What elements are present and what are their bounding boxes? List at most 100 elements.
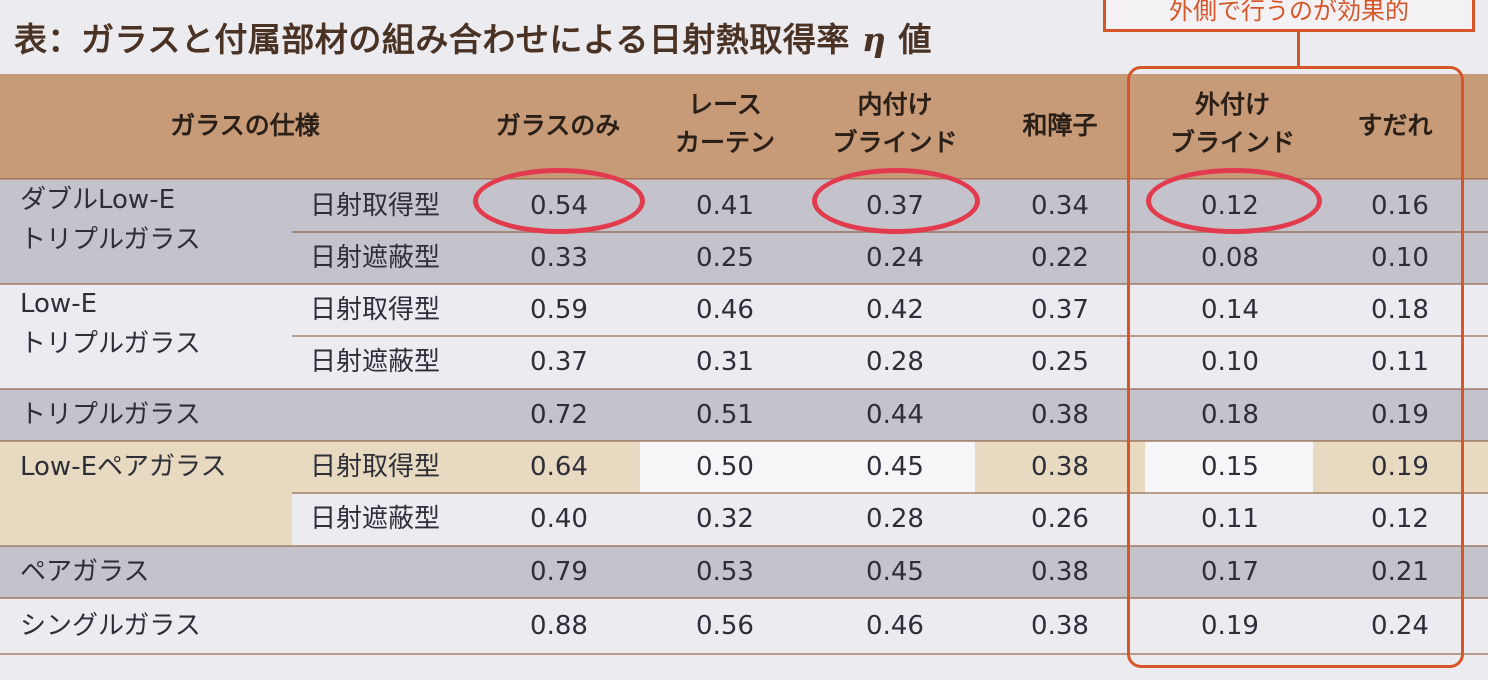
row-sublabel: 日射取得型 bbox=[310, 295, 441, 325]
value-cell: 0.56 bbox=[696, 611, 754, 641]
row-divider bbox=[292, 335, 1488, 337]
value-cell: 0.08 bbox=[1201, 243, 1259, 273]
value-cell: 0.24 bbox=[1371, 611, 1429, 641]
eta-symbol: η bbox=[861, 20, 887, 59]
row-label: シングルガラス bbox=[20, 611, 201, 641]
value-cell: 0.38 bbox=[1031, 611, 1089, 641]
white-highlight bbox=[1145, 441, 1313, 493]
callout-box: 外側で行うのが効果的 bbox=[1103, 0, 1475, 32]
value-cell: 0.59 bbox=[530, 295, 588, 325]
row-divider bbox=[0, 653, 1488, 655]
row-sublabel: 日射取得型 bbox=[310, 191, 441, 221]
value-cell: 0.72 bbox=[530, 400, 588, 430]
header-sudare: すだれ bbox=[1357, 111, 1433, 140]
value-cell: 0.38 bbox=[1031, 400, 1089, 430]
row-bg bbox=[0, 284, 1488, 336]
callout-connector bbox=[1297, 32, 1300, 66]
row-label: トリプルガラス bbox=[20, 225, 201, 255]
value-cell: 0.46 bbox=[696, 295, 754, 325]
header-shoji: 和障子 bbox=[1022, 111, 1098, 140]
value-cell: 0.31 bbox=[696, 347, 754, 377]
beige-highlight bbox=[975, 441, 1145, 493]
value-cell: 0.19 bbox=[1371, 400, 1429, 430]
header-lace-2: カーテン bbox=[674, 128, 775, 157]
row-sublabel: 日射遮蔽型 bbox=[310, 504, 441, 534]
value-cell: 0.54 bbox=[530, 191, 588, 221]
value-cell: 0.79 bbox=[530, 557, 588, 587]
white-highlight bbox=[640, 441, 975, 493]
value-cell: 0.51 bbox=[696, 400, 754, 430]
value-cell: 0.37 bbox=[1031, 295, 1089, 325]
value-cell: 0.18 bbox=[1371, 295, 1429, 325]
value-cell: 0.88 bbox=[530, 611, 588, 641]
table-title: 表：ガラスと付属部材の組み合わせによる日射熱取得率 η 値 bbox=[14, 14, 932, 66]
value-cell: 0.16 bbox=[1371, 191, 1429, 221]
beige-highlight bbox=[0, 441, 640, 493]
beige-highlight bbox=[1313, 441, 1488, 493]
table-header: ガラスの仕様 ガラスのみ レース カーテン 内付け ブラインド 和障子 外付け … bbox=[0, 74, 1488, 179]
callout-text: 外側で行うのが効果的 bbox=[1169, 0, 1409, 25]
value-cell: 0.10 bbox=[1201, 347, 1259, 377]
value-cell: 0.28 bbox=[866, 504, 924, 534]
value-cell: 0.21 bbox=[1371, 557, 1429, 587]
value-cell: 0.38 bbox=[1031, 452, 1089, 482]
row-label: ペアガラス bbox=[20, 557, 150, 587]
value-cell: 0.46 bbox=[866, 611, 924, 641]
value-cell: 0.34 bbox=[1031, 191, 1089, 221]
row-divider bbox=[0, 388, 1488, 390]
value-cell: 0.25 bbox=[696, 243, 754, 273]
value-cell: 0.64 bbox=[530, 452, 588, 482]
row-divider bbox=[0, 597, 1488, 599]
value-cell: 0.24 bbox=[866, 243, 924, 273]
row-label: トリプルガラス bbox=[20, 329, 201, 359]
value-cell: 0.40 bbox=[530, 504, 588, 534]
row-label: Low-Eペアガラス bbox=[20, 452, 227, 482]
value-cell: 0.25 bbox=[1031, 347, 1089, 377]
header-inner-blind-2: ブラインド bbox=[832, 128, 958, 157]
value-cell: 0.17 bbox=[1201, 557, 1259, 587]
value-cell: 0.33 bbox=[530, 243, 588, 273]
value-cell: 0.45 bbox=[866, 452, 924, 482]
value-cell: 0.37 bbox=[866, 191, 924, 221]
value-cell: 0.37 bbox=[530, 347, 588, 377]
value-cell: 0.14 bbox=[1201, 295, 1259, 325]
header-outer-blind-1: 外付け bbox=[1194, 90, 1270, 119]
value-cell: 0.32 bbox=[696, 504, 754, 534]
value-cell: 0.50 bbox=[696, 452, 754, 482]
header-spec: ガラスの仕様 bbox=[170, 111, 320, 140]
value-cell: 0.15 bbox=[1201, 452, 1259, 482]
row-divider bbox=[0, 545, 1488, 547]
value-cell: 0.41 bbox=[696, 191, 754, 221]
value-cell: 0.19 bbox=[1371, 452, 1429, 482]
row-divider bbox=[0, 440, 1488, 442]
value-cell: 0.11 bbox=[1201, 504, 1259, 534]
row-bg bbox=[0, 389, 1488, 441]
row-sublabel: 日射遮蔽型 bbox=[310, 243, 441, 273]
row-divider bbox=[0, 283, 1488, 285]
row-bg bbox=[0, 598, 1488, 654]
header-divider bbox=[0, 178, 1488, 180]
value-cell: 0.22 bbox=[1031, 243, 1089, 273]
row-bg bbox=[0, 546, 1488, 598]
value-cell: 0.28 bbox=[866, 347, 924, 377]
header-outer-blind-2: ブラインド bbox=[1169, 128, 1295, 157]
value-cell: 0.12 bbox=[1201, 191, 1259, 221]
value-cell: 0.26 bbox=[1031, 504, 1089, 534]
value-cell: 0.38 bbox=[1031, 557, 1089, 587]
row-sublabel: 日射遮蔽型 bbox=[310, 347, 441, 377]
value-cell: 0.19 bbox=[1201, 611, 1259, 641]
table-title-text: 表：ガラスと付属部材の組み合わせによる日射熱取得率 bbox=[14, 20, 850, 59]
table-title-suffix: 値 bbox=[898, 20, 932, 59]
row-sublabel: 日射取得型 bbox=[310, 452, 441, 482]
header-glass-only: ガラスのみ bbox=[495, 111, 621, 140]
header-lace-1: レース bbox=[688, 90, 762, 119]
value-cell: 0.42 bbox=[866, 295, 924, 325]
row-bg bbox=[0, 336, 1488, 388]
row-bg bbox=[0, 180, 1488, 232]
row-divider bbox=[292, 492, 1488, 494]
row-label: ダブルLow-E bbox=[20, 185, 176, 215]
row-label: Low-E bbox=[20, 289, 98, 319]
value-cell: 0.44 bbox=[866, 400, 924, 430]
value-cell: 0.10 bbox=[1371, 243, 1429, 273]
value-cell: 0.53 bbox=[696, 557, 754, 587]
